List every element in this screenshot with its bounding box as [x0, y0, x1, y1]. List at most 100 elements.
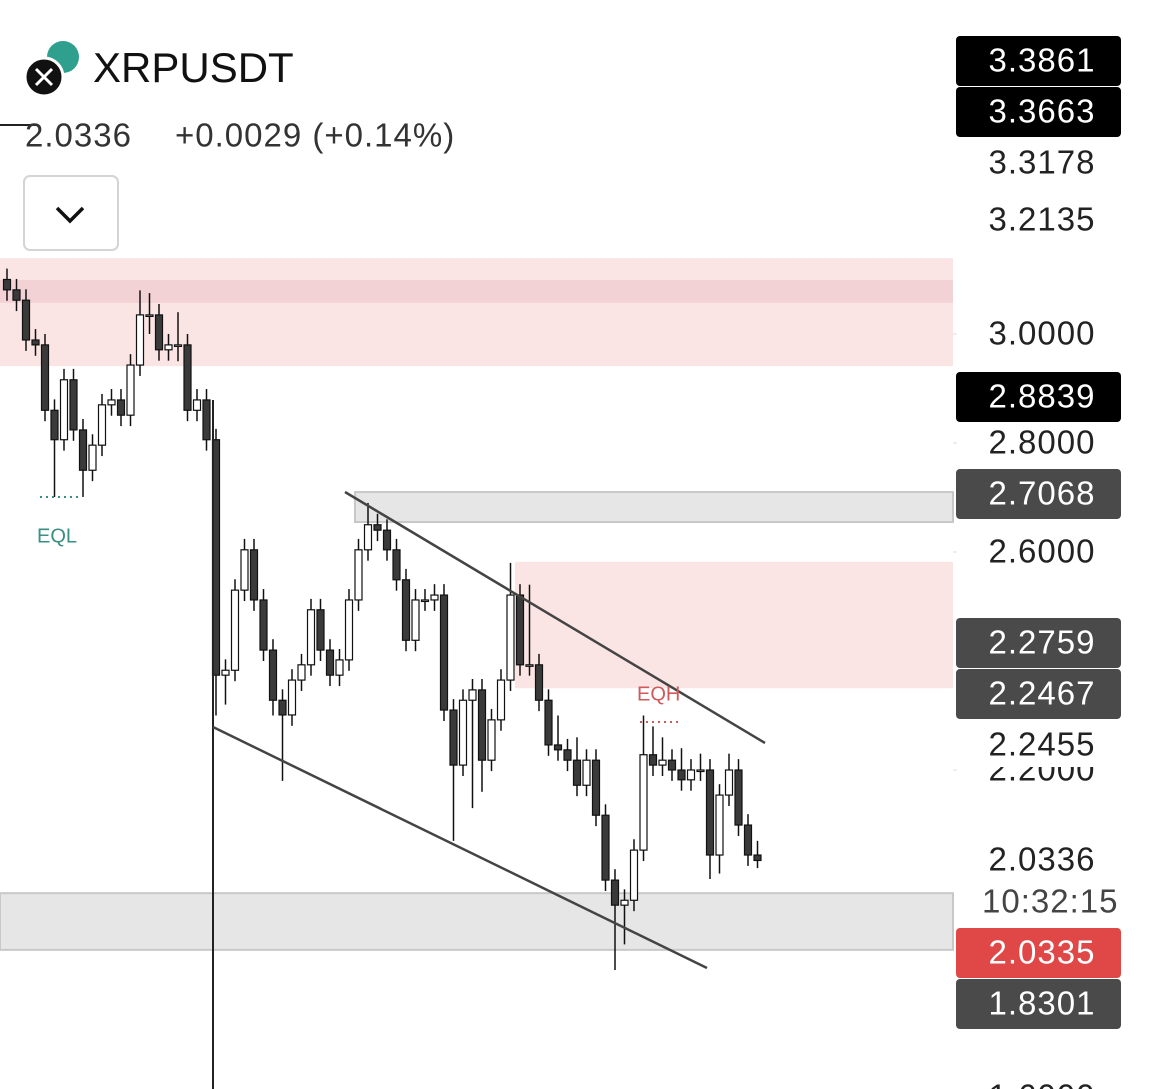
- zone: [515, 561, 953, 689]
- trend-line: [212, 725, 708, 970]
- collapse-button[interactable]: [23, 175, 119, 251]
- candle-body: [145, 314, 154, 318]
- price-label-bg: [956, 87, 1121, 137]
- candle-body: [743, 824, 753, 856]
- candle-body: [658, 759, 667, 766]
- y-tick-label: 3.0000: [989, 315, 1096, 352]
- candle-body: [667, 759, 677, 771]
- price-label: 3.3861: [989, 42, 1096, 79]
- candle-body: [734, 769, 743, 826]
- candle-body: [591, 759, 601, 816]
- candle-body: [601, 814, 610, 881]
- candle-body: [135, 314, 145, 366]
- candle-body: [715, 794, 724, 856]
- price-label: 2.2455: [989, 726, 1096, 763]
- candle-body: [12, 289, 21, 301]
- candle-body: [221, 669, 230, 676]
- price-label-bg: [956, 469, 1121, 519]
- candle-body: [639, 754, 648, 851]
- candle-body: [373, 524, 382, 531]
- price-label: 3.2135: [989, 201, 1096, 238]
- price-axis: 3.00002.80002.60002.20001.60003.38613.36…: [953, 36, 1121, 1089]
- candle-body: [59, 379, 69, 441]
- candle-body: [173, 344, 183, 347]
- price-label: 3.3663: [989, 93, 1096, 130]
- eqh-label: EQH: [637, 683, 680, 705]
- candle-body: [496, 679, 506, 721]
- y-tick-label: 2.6000: [989, 533, 1096, 570]
- candle-body: [525, 664, 534, 667]
- candle-body: [572, 759, 582, 786]
- y-tick-label: 2.8000: [989, 424, 1096, 461]
- price-label: 2.0335: [989, 934, 1096, 971]
- eql-label: EQL: [37, 525, 77, 547]
- price-label-bg: [956, 669, 1121, 719]
- chevron: [55, 206, 85, 224]
- y-tick-label: 1.6000: [989, 1078, 1096, 1089]
- candle-body: [382, 529, 392, 551]
- candle-body: [468, 689, 477, 701]
- candle-body: [316, 609, 325, 651]
- candle-body: [696, 769, 705, 773]
- candle-body: [629, 849, 639, 901]
- candles: [2, 268, 762, 971]
- candle-body: [287, 679, 297, 716]
- candle-body: [363, 524, 373, 551]
- candle-body: [449, 709, 458, 766]
- countdown: 10:32:15: [982, 883, 1118, 920]
- price-label-bg: [956, 618, 1121, 668]
- candle-body: [297, 664, 306, 681]
- price-label-bg: [956, 838, 1121, 882]
- candle-body: [2, 278, 12, 291]
- price-label: 2.8839: [989, 378, 1096, 415]
- candle-body: [107, 399, 116, 406]
- zones: [0, 258, 954, 951]
- price-label: 1.8301: [989, 985, 1096, 1022]
- candle-body: [420, 599, 430, 603]
- candle-body: [344, 599, 354, 661]
- candle-body: [230, 589, 240, 671]
- candle-body: [31, 339, 40, 346]
- price-label: 2.7068: [989, 475, 1096, 512]
- price-label-bg: [956, 141, 1121, 185]
- price-label-bg: [956, 979, 1121, 1029]
- candle-body: [458, 699, 468, 766]
- zone: [354, 491, 954, 524]
- candle-body: [240, 549, 249, 591]
- candle-body: [582, 759, 591, 786]
- candle-body: [563, 749, 572, 761]
- candle-body: [268, 649, 278, 701]
- candle-body: [249, 549, 259, 601]
- candle-body: [553, 744, 563, 751]
- price-label-bg: [956, 723, 1121, 767]
- candle-body: [544, 699, 553, 746]
- candle-body: [724, 769, 734, 796]
- candle-body: [506, 594, 515, 681]
- candle-body: [677, 769, 686, 781]
- candle-body: [88, 444, 97, 471]
- candle-body: [648, 754, 658, 766]
- price-label-bg: [956, 36, 1121, 86]
- trend-line: [344, 490, 766, 745]
- price-label-bg: [956, 372, 1121, 422]
- candle-body: [192, 399, 202, 411]
- candle-body: [21, 299, 31, 341]
- candle-body: [335, 659, 344, 676]
- candle-body: [183, 344, 192, 411]
- candle-body: [164, 344, 173, 351]
- zone: [0, 280, 953, 303]
- price-label: 2.2759: [989, 624, 1096, 661]
- candle-body: [325, 649, 335, 676]
- candle-body: [354, 549, 363, 601]
- candle-body: [69, 379, 78, 431]
- price-label: 2.0336: [989, 841, 1096, 878]
- candle-body: [50, 409, 59, 441]
- price-change: +0.0029 (+0.14%): [175, 117, 455, 154]
- candle-body: [78, 429, 88, 471]
- price-label: 2.2467: [989, 675, 1096, 712]
- candle-body: [278, 699, 287, 716]
- candle-body: [705, 769, 715, 856]
- candle-body: [753, 854, 762, 862]
